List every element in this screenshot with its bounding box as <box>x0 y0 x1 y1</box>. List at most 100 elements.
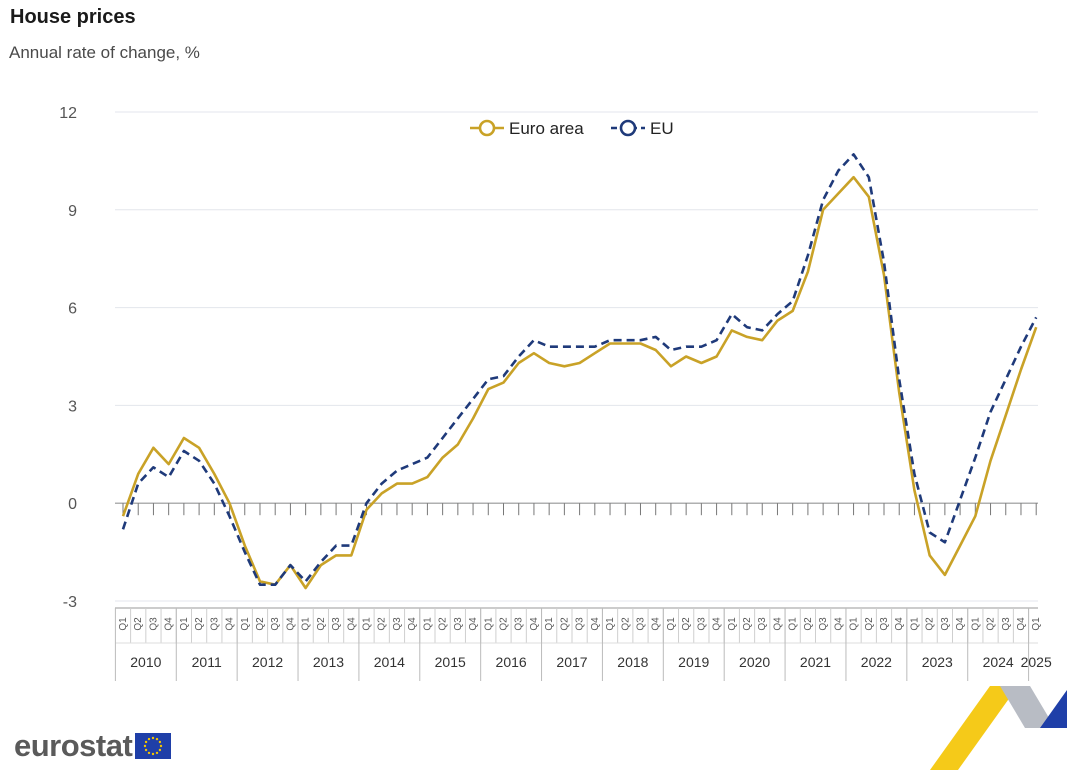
quarter-label: Q4 <box>468 617 479 631</box>
eu-flag-icon <box>135 733 172 759</box>
flag-star <box>152 736 155 740</box>
quarter-label: Q1 <box>788 617 799 631</box>
quarter-label: Q1 <box>1031 617 1042 631</box>
quarter-label: Q1 <box>909 617 920 631</box>
quarter-label: Q3 <box>635 617 646 631</box>
y-tick-label: 9 <box>68 203 77 220</box>
year-label: 2020 <box>739 654 770 670</box>
quarter-label: Q2 <box>925 617 936 631</box>
quarter-label: Q3 <box>270 617 281 631</box>
quarter-label: Q2 <box>499 617 510 631</box>
quarter-label: Q4 <box>407 617 418 631</box>
year-label: 2012 <box>252 654 283 670</box>
quarter-label: Q4 <box>225 617 236 631</box>
year-label: 2024 <box>983 654 1014 670</box>
quarter-label: Q3 <box>818 617 829 631</box>
quarter-label: Q3 <box>453 617 464 631</box>
quarter-label: Q4 <box>712 617 723 631</box>
quarter-label: Q3 <box>148 617 159 631</box>
quarter-label: Q2 <box>620 617 631 631</box>
flag-star <box>156 737 159 741</box>
quarter-label: Q2 <box>559 617 570 631</box>
legend-marker <box>619 119 637 137</box>
year-label: 2023 <box>922 654 953 670</box>
corner-decoration <box>930 686 1067 770</box>
quarter-label: Q4 <box>164 617 175 631</box>
flag-star <box>148 737 151 741</box>
x-axis: Q1 Q2 Q3 Q4 Q1 Q2 Q3 Q4 Q1 Q2 Q3 Q4 Q1 Q2 Q3 Q4 Q1 Q2 Q3 Q4… <box>114 502 1052 681</box>
legend[interactable]: Euro area EU <box>470 119 674 138</box>
quarter-label: Q1 <box>727 617 738 631</box>
series-line-eu[interactable] <box>121 153 1038 586</box>
quarter-label: Q1 <box>179 617 190 631</box>
legend-marker <box>478 119 496 137</box>
quarter-label: Q4 <box>772 617 783 631</box>
quarter-label: Q4 <box>955 617 966 631</box>
quarter-label: Q1 <box>970 617 981 631</box>
quarter-label: Q2 <box>133 617 144 631</box>
quarter-label: Q2 <box>803 617 814 631</box>
quarter-label: Q2 <box>194 617 205 631</box>
quarter-label: Q4 <box>1016 617 1027 631</box>
flag-star <box>145 740 148 744</box>
y-tick-label: 0 <box>68 496 77 513</box>
eurostat-logo: eurostat <box>14 728 172 764</box>
year-label: 2011 <box>192 654 222 670</box>
legend-item[interactable]: Euro area <box>470 119 584 138</box>
quarter-label: Q2 <box>438 617 449 631</box>
y-tick-label: 3 <box>68 398 77 415</box>
quarter-label: Q4 <box>833 617 844 631</box>
y-tick-label: -3 <box>63 594 77 611</box>
year-label: 2022 <box>861 654 892 670</box>
year-label: 2018 <box>617 654 648 670</box>
flag-star <box>145 748 148 752</box>
quarter-label: Q4 <box>346 617 357 631</box>
flag-star <box>159 748 162 752</box>
flag-star <box>156 751 159 755</box>
year-label: 2017 <box>556 654 587 670</box>
quarter-label: Q2 <box>377 617 388 631</box>
year-label: 2014 <box>374 654 405 670</box>
logo-text: eurostat <box>14 728 133 763</box>
series-lines <box>121 153 1038 590</box>
chart-title: House prices <box>10 6 136 28</box>
y-tick-label: 6 <box>68 301 77 318</box>
quarter-label: Q1 <box>240 617 251 631</box>
quarter-label: Q1 <box>483 617 494 631</box>
quarter-label: Q3 <box>209 617 220 631</box>
quarter-label: Q2 <box>864 617 875 631</box>
flag-star <box>144 744 147 748</box>
gridlines <box>115 111 1038 602</box>
quarter-label: Q2 <box>986 617 997 631</box>
flag-star <box>160 744 163 748</box>
flag-star <box>148 751 151 755</box>
quarter-label: Q1 <box>301 617 312 631</box>
quarter-label: Q3 <box>514 617 525 631</box>
quarter-label: Q1 <box>118 617 129 631</box>
quarter-label: Q2 <box>255 617 266 631</box>
year-label: 2021 <box>800 654 831 670</box>
year-label: 2019 <box>678 654 709 670</box>
quarter-label: Q3 <box>879 617 890 631</box>
quarter-label: Q3 <box>331 617 342 631</box>
quarter-label: Q4 <box>285 617 296 631</box>
quarter-label: Q1 <box>849 617 860 631</box>
quarter-label: Q3 <box>696 617 707 631</box>
quarter-label: Q1 <box>422 617 433 631</box>
quarter-label: Q4 <box>590 617 601 631</box>
quarter-label: Q3 <box>757 617 768 631</box>
quarter-label: Q4 <box>894 617 905 631</box>
quarter-label: Q2 <box>681 617 692 631</box>
year-label: 2015 <box>435 654 466 670</box>
flag-star <box>152 752 155 756</box>
legend-item[interactable]: EU <box>611 119 674 138</box>
legend-label: EU <box>650 119 674 138</box>
chart-subtitle: Annual rate of change, % <box>9 43 200 62</box>
year-label: 2025 <box>1021 654 1052 670</box>
year-label: 2013 <box>313 654 344 670</box>
quarter-label: Q3 <box>1001 617 1012 631</box>
legend-label: Euro area <box>509 119 584 138</box>
quarter-label: Q1 <box>544 617 555 631</box>
quarter-label: Q3 <box>940 617 951 631</box>
